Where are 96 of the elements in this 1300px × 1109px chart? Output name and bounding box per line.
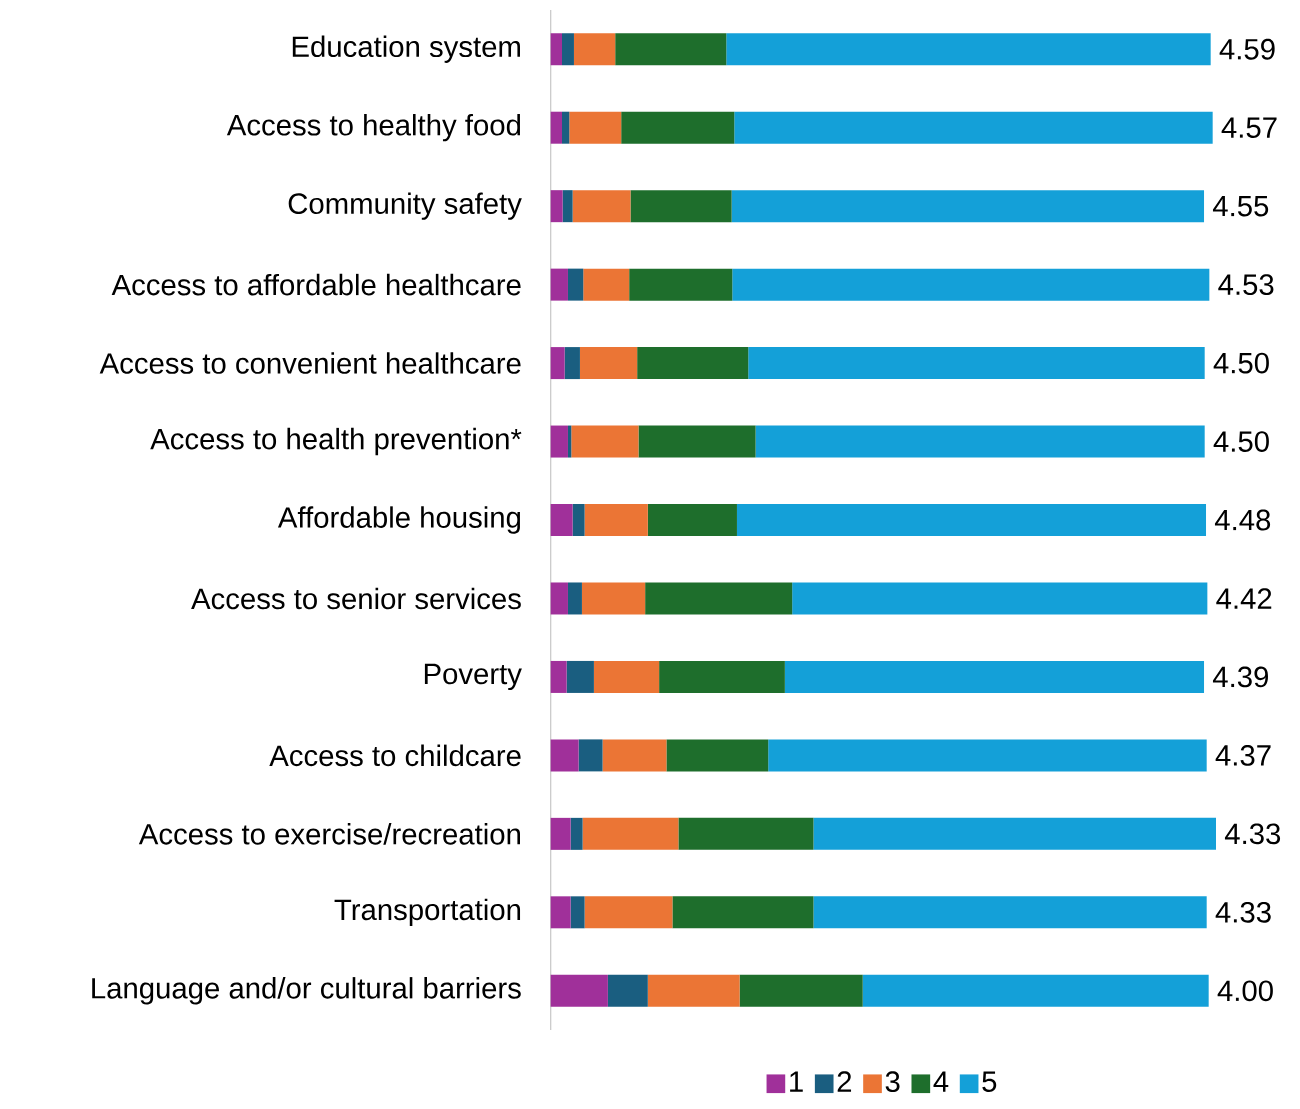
bar	[726, 33, 1211, 66]
bar	[666, 739, 769, 772]
bar	[731, 190, 1205, 223]
bar	[638, 425, 756, 458]
bar	[567, 582, 582, 615]
y-tick-label: Access to healthy food	[226, 114, 521, 142]
annotation: 4.50	[1213, 352, 1269, 374]
bar	[550, 739, 579, 772]
bar	[739, 974, 863, 1007]
bar	[621, 111, 735, 144]
bar	[862, 974, 1209, 1007]
bar	[570, 817, 583, 850]
text: 4.57	[1221, 117, 1277, 138]
bar	[573, 33, 616, 66]
bar	[584, 504, 648, 537]
bar	[813, 896, 1207, 929]
bar	[672, 896, 814, 929]
bar	[567, 425, 572, 458]
bar	[792, 582, 1208, 615]
bar	[607, 974, 648, 1007]
bar	[647, 974, 740, 1007]
y-tick-label: Education system	[292, 35, 520, 63]
text: 4.53	[1218, 274, 1274, 296]
text: 4.59	[1219, 38, 1275, 60]
bar	[550, 268, 568, 301]
y-tick-label: Access to affordable healthcare	[111, 273, 521, 296]
y-tick-label: Affordable housing	[277, 506, 521, 534]
bar	[550, 504, 573, 537]
legend-label: 3	[885, 1071, 900, 1093]
annotation: 4.50	[1213, 431, 1269, 452]
annotation: 4.33	[1215, 901, 1271, 923]
bar	[736, 504, 1207, 537]
bar	[755, 425, 1205, 458]
bar	[550, 111, 562, 144]
bar	[550, 817, 571, 850]
bar	[550, 347, 565, 380]
bar	[566, 660, 594, 693]
bar	[647, 504, 737, 537]
y-tick-label: Access to childcare	[269, 744, 521, 767]
bar	[732, 268, 1210, 301]
bar	[602, 739, 667, 772]
y-tick-label: Poverty	[424, 663, 522, 691]
bar	[645, 582, 793, 615]
legend-label: 5	[982, 1071, 997, 1092]
bar	[768, 739, 1207, 772]
bar	[567, 268, 584, 301]
bar	[550, 33, 562, 66]
bar	[561, 33, 574, 66]
bar	[748, 347, 1205, 380]
bar	[582, 817, 679, 850]
annotation: 4.48	[1214, 509, 1271, 531]
text: 4.33	[1224, 823, 1281, 845]
bar	[564, 347, 580, 380]
bar	[561, 111, 570, 144]
y-tick-label: Language and/or cultural barriers	[92, 977, 521, 1005]
y-tick-label: Access to convenient healthcare	[99, 352, 521, 374]
bar	[659, 660, 785, 693]
bar	[581, 582, 646, 615]
bar	[571, 425, 639, 458]
annotation: 4.37	[1215, 745, 1271, 766]
y-tick-label: Access to health prevention*	[150, 427, 522, 456]
legend-label: 2	[837, 1071, 852, 1092]
annotation: 4.55	[1212, 195, 1269, 217]
bar	[637, 347, 749, 380]
bar	[572, 504, 585, 537]
bar	[550, 974, 608, 1007]
bar	[813, 817, 1216, 850]
bar	[550, 425, 568, 458]
y-tick-label: Community safety	[288, 192, 522, 220]
y-tick-label: Access to exercise/recreation	[138, 823, 520, 845]
y-tick-label: Transportation	[334, 898, 521, 926]
bar	[562, 190, 573, 223]
bar	[734, 111, 1213, 144]
bar	[570, 896, 585, 929]
bar	[784, 660, 1205, 693]
legend-label: 4	[933, 1071, 949, 1092]
text: 4.42	[1216, 588, 1272, 609]
bar	[629, 268, 733, 301]
bar	[550, 660, 567, 693]
annotation: 4.39	[1212, 666, 1268, 688]
bar	[572, 190, 631, 223]
bar	[583, 268, 630, 301]
bar	[615, 33, 727, 66]
bar	[579, 347, 638, 380]
bar	[593, 660, 660, 693]
bar	[578, 739, 603, 772]
bar	[550, 190, 563, 223]
bar	[550, 896, 571, 929]
bar	[678, 817, 814, 850]
legend-label: 1	[790, 1071, 803, 1092]
bar	[550, 582, 568, 615]
bar	[584, 896, 673, 929]
y-tick-label: Access to senior services	[191, 587, 521, 610]
bar	[569, 111, 622, 144]
text: 4.00	[1217, 980, 1273, 1002]
bar	[630, 190, 732, 223]
